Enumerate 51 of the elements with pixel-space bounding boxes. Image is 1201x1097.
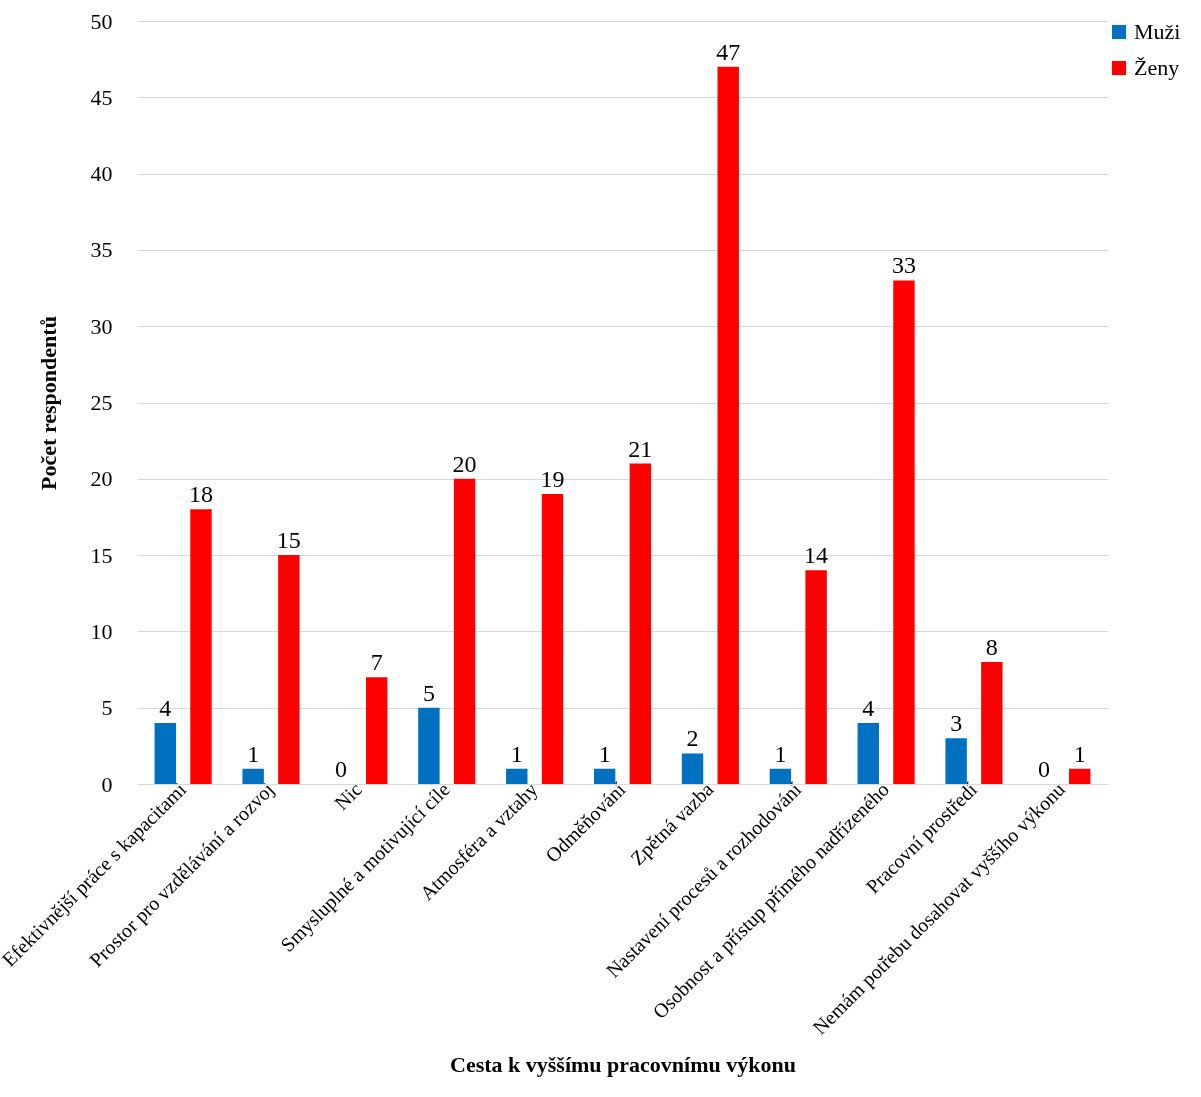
- y-tick-label: 25: [90, 390, 113, 415]
- bar: [681, 753, 704, 784]
- data-label: 33: [891, 252, 916, 279]
- data-label: 19: [540, 466, 565, 493]
- bar: [366, 677, 388, 784]
- legend-label: Ženy: [1134, 55, 1180, 80]
- data-label: 21: [628, 435, 653, 462]
- y-tick-label: 0: [101, 771, 113, 797]
- data-label: 8: [985, 633, 998, 660]
- data-label: 1: [598, 740, 611, 767]
- y-tick-label: 40: [90, 161, 113, 187]
- bar: [893, 280, 915, 784]
- bar: [278, 555, 300, 784]
- y-tick-label: 10: [90, 618, 113, 644]
- data-label: 14: [804, 542, 829, 569]
- y-tick-label: 20: [90, 466, 113, 492]
- data-label: 5: [422, 679, 435, 706]
- data-label: 2: [686, 725, 699, 752]
- data-label: 20: [452, 450, 477, 477]
- data-label: 1: [1073, 740, 1086, 767]
- y-tick-label: 45: [90, 84, 113, 110]
- data-label: 1: [774, 740, 787, 767]
- y-tick-label: 50: [90, 8, 113, 34]
- y-tick-label: 30: [90, 313, 113, 339]
- data-label: 1: [247, 740, 260, 767]
- data-label: 15: [276, 527, 301, 554]
- data-label: 1: [510, 740, 523, 767]
- data-label: 4: [862, 694, 875, 721]
- y-tick-label: 5: [101, 695, 113, 721]
- data-label: 7: [370, 649, 383, 676]
- bar: [506, 768, 528, 784]
- x-axis-title: Cesta k vyššímu pracovnímu výkonu: [450, 1051, 796, 1077]
- bar: [418, 707, 440, 784]
- bar: [453, 478, 476, 784]
- bar: [242, 768, 264, 784]
- bar: [857, 722, 879, 784]
- bar: [154, 722, 176, 784]
- legend-label: Muži: [1134, 19, 1181, 44]
- data-label: 18: [188, 481, 213, 508]
- data-label: 47: [716, 38, 741, 65]
- y-tick-label: 35: [90, 237, 113, 263]
- bar: [1069, 768, 1091, 784]
- bar: [629, 463, 652, 784]
- bar: [190, 509, 212, 784]
- data-label: 0: [1038, 756, 1051, 782]
- bar: [981, 661, 1003, 784]
- y-tick-label: 15: [90, 542, 113, 568]
- bar: [805, 570, 827, 784]
- data-label: 3: [950, 710, 963, 737]
- data-label: 4: [159, 694, 172, 721]
- y-axis-title: Počet respondentů: [35, 316, 61, 490]
